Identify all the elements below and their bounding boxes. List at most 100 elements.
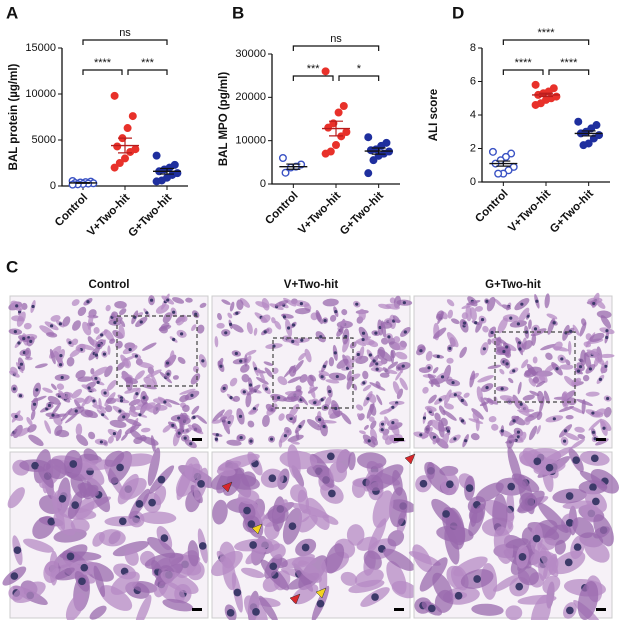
nucleus	[460, 398, 464, 403]
tissue	[577, 433, 586, 440]
scale-bar	[394, 438, 404, 441]
tissue	[532, 356, 538, 364]
nucleus	[552, 321, 556, 325]
tissue	[240, 364, 250, 373]
data-point	[531, 80, 540, 89]
nucleus	[269, 562, 278, 571]
nucleus	[500, 429, 504, 433]
nucleus	[427, 604, 436, 613]
nucleus	[588, 367, 593, 371]
tissue	[581, 318, 587, 326]
nucleus	[482, 347, 486, 351]
tissue	[471, 603, 504, 616]
tissue	[105, 304, 111, 312]
nucleus	[318, 418, 322, 422]
tissue	[283, 297, 297, 307]
scale-bar	[192, 608, 202, 611]
tissue	[153, 404, 168, 411]
tissue	[298, 508, 311, 523]
tissue	[141, 436, 159, 446]
nucleus	[344, 334, 348, 339]
tissue	[383, 548, 415, 571]
tissue	[395, 370, 402, 381]
tissue	[47, 395, 61, 405]
nucleus	[356, 352, 360, 357]
nucleus	[485, 299, 489, 303]
nucleus	[427, 366, 431, 370]
tissue	[329, 314, 337, 322]
nucleus	[50, 324, 54, 328]
tissue	[77, 376, 93, 382]
nucleus	[366, 397, 370, 401]
nucleus	[555, 367, 559, 371]
nucleus	[17, 341, 21, 345]
nucleus	[593, 437, 597, 441]
tissue	[357, 452, 387, 469]
nucleus	[328, 489, 336, 498]
nucleus	[502, 349, 506, 354]
nucleus	[576, 369, 581, 373]
column-title: V+Two-hit	[284, 279, 339, 291]
tissue	[218, 453, 260, 471]
tissue	[389, 487, 408, 528]
nucleus	[272, 344, 276, 348]
tissue	[537, 542, 559, 578]
data-point	[321, 67, 330, 76]
significance-bracket	[338, 75, 380, 81]
x-tick-label: G+Two-hit	[126, 192, 174, 240]
tissue	[346, 524, 365, 546]
tissue	[184, 456, 201, 482]
data-point	[120, 154, 129, 163]
tissue	[257, 368, 266, 382]
nucleus	[283, 434, 287, 438]
nucleus	[591, 411, 595, 415]
nucleus	[592, 301, 596, 306]
tissue	[160, 570, 199, 594]
tissue	[336, 327, 344, 337]
tissue	[214, 336, 219, 348]
tissue	[92, 366, 108, 377]
tissue	[245, 547, 266, 565]
tissue	[427, 373, 441, 388]
tissue	[109, 419, 127, 428]
tissue	[564, 375, 576, 388]
nucleus	[177, 431, 181, 435]
tissue	[124, 547, 139, 566]
nucleus	[573, 543, 582, 552]
tissue	[217, 312, 222, 321]
tissue	[142, 342, 157, 351]
tissue	[425, 424, 430, 435]
tissue	[179, 418, 184, 435]
arrowhead	[221, 481, 233, 493]
tissue	[162, 312, 173, 324]
y-tick-label: 8	[470, 42, 476, 54]
nucleus	[355, 302, 359, 306]
nucleus	[380, 428, 384, 432]
tissue	[435, 313, 444, 321]
tissue	[53, 415, 63, 426]
tissue	[248, 409, 257, 415]
nucleus	[401, 364, 405, 368]
y-axis-label: BAL MPO (pg/ml)	[218, 72, 230, 167]
nucleus	[103, 391, 107, 395]
tissue	[11, 315, 24, 322]
tissue	[600, 315, 612, 329]
nucleus	[31, 461, 39, 470]
tissue	[354, 568, 384, 588]
tissue	[45, 458, 67, 480]
nucleus	[367, 439, 371, 443]
tissue	[284, 391, 303, 397]
histology-image	[210, 444, 418, 620]
tissue	[93, 327, 100, 334]
nucleus	[118, 517, 127, 526]
y-tick-label: 10000	[25, 88, 56, 100]
tissue	[424, 405, 437, 412]
nucleus	[362, 381, 366, 385]
tissue	[483, 397, 499, 405]
tissue	[110, 571, 140, 595]
nucleus	[298, 424, 302, 429]
nucleus	[505, 362, 509, 366]
nucleus	[519, 402, 523, 406]
nucleus	[566, 606, 574, 615]
tissue	[155, 304, 170, 314]
